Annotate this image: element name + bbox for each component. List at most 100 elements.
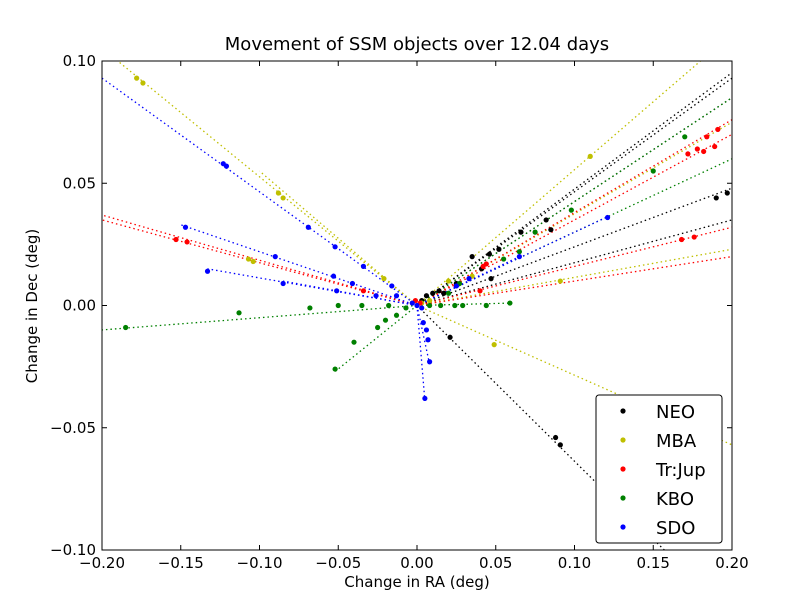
x-tick-label: −0.05	[315, 554, 361, 572]
data-points	[123, 75, 730, 448]
data-point-sdo-7	[280, 280, 286, 287]
data-point-trjup-11	[694, 146, 700, 152]
x-tick-label: −0.10	[237, 554, 283, 572]
y-tick-label: 0.10	[63, 52, 96, 70]
data-point-neo-18	[724, 190, 730, 196]
data-point-sdo-24	[466, 276, 472, 282]
data-point-sdo-1	[223, 163, 230, 169]
data-point-sdo-3	[332, 244, 338, 250]
trajectory-line-sdo-0	[102, 77, 418, 307]
data-point-mba-2	[275, 190, 281, 196]
trajectory-line-kbo-0	[102, 304, 418, 331]
trajectory-line-trjup-5	[416, 255, 732, 307]
data-point-kbo-13	[438, 302, 444, 309]
data-point-trjup-14	[712, 143, 718, 150]
data-point-kbo-18	[501, 256, 507, 262]
x-axis-label: Change in RA (deg)	[344, 573, 489, 591]
data-point-sdo-5	[204, 268, 211, 274]
data-point-trjup-15	[715, 126, 721, 133]
data-point-kbo-14	[452, 302, 458, 309]
data-point-trjup-12	[701, 148, 707, 155]
y-tick-label: −0.05	[50, 419, 96, 437]
trajectory-line-neo-3	[416, 187, 732, 307]
data-point-neo-16	[557, 442, 563, 448]
trajectory-line-sdo-4	[416, 305, 431, 365]
data-point-sdo-10	[349, 280, 356, 287]
data-point-sdo-23	[453, 283, 459, 289]
data-point-trjup-0	[173, 236, 179, 243]
x-tick-label: −0.20	[79, 554, 125, 572]
data-point-mba-4	[245, 256, 252, 262]
data-point-kbo-19	[516, 249, 522, 255]
data-point-sdo-20	[425, 337, 431, 343]
trajectory-line-sdo-3	[283, 280, 418, 307]
data-point-sdo-4	[182, 224, 189, 230]
data-point-kbo-21	[568, 207, 574, 213]
data-point-sdo-19	[423, 327, 430, 333]
data-point-neo-11	[496, 246, 502, 252]
data-point-neo-2	[430, 290, 436, 296]
trajectory-line-neo-1	[416, 77, 732, 307]
trajectory-line-neo-0	[416, 71, 732, 307]
data-point-sdo-15	[409, 300, 415, 306]
data-point-trjup-6	[483, 261, 489, 267]
data-point-trjup-1	[184, 239, 190, 245]
data-point-mba-1	[140, 80, 146, 86]
data-point-kbo-0	[123, 324, 129, 331]
data-point-neo-3	[436, 288, 442, 294]
data-point-kbo-3	[335, 302, 341, 309]
data-point-neo-15	[553, 434, 559, 441]
legend-label-sdo: SDO	[656, 518, 695, 539]
data-point-sdo-8	[330, 273, 337, 279]
data-point-neo-6	[447, 334, 453, 340]
data-point-trjup-10	[685, 151, 691, 157]
legend-label-trjup: Tr:Jup	[655, 460, 706, 481]
data-point-sdo-16	[414, 302, 420, 309]
data-point-mba-9	[427, 298, 433, 304]
data-point-sdo-21	[427, 359, 433, 365]
axis-ticks: −0.20 −0.15 −0.10 −0.05 0.00 0.05 0.10 0.15 0.20…	[50, 52, 749, 572]
legend-marker-trjup	[620, 466, 626, 472]
data-point-sdo-12	[373, 293, 379, 299]
data-point-trjup-13	[704, 134, 710, 140]
data-point-mba-5	[250, 258, 256, 265]
legend-label-mba: MBA	[656, 431, 697, 452]
chart-title: Movement of SSM objects over 12.04 days	[225, 34, 609, 55]
legend-marker-sdo	[620, 524, 626, 530]
legend-box	[595, 394, 723, 544]
legend-marker-kbo	[620, 495, 626, 501]
data-point-sdo-14	[393, 293, 400, 299]
data-point-sdo-18	[420, 320, 426, 326]
data-point-kbo-11	[403, 305, 409, 311]
data-point-kbo-5	[386, 302, 392, 309]
trajectory-line-mba-4	[416, 248, 732, 307]
data-point-kbo-22	[650, 168, 656, 174]
data-point-mba-14	[587, 153, 593, 159]
data-point-neo-1	[423, 293, 430, 299]
trajectory-line-neo-5	[416, 219, 732, 307]
plot-area	[102, 61, 732, 550]
legend-marker-neo	[620, 408, 626, 414]
data-point-sdo-25	[516, 254, 522, 260]
y-tick-label: −0.10	[50, 541, 96, 559]
data-point-kbo-7	[332, 366, 338, 372]
y-tick-label: 0.05	[63, 174, 96, 192]
data-point-kbo-10	[393, 312, 400, 318]
data-point-sdo-9	[334, 288, 340, 294]
data-point-kbo-23	[682, 134, 688, 140]
legend-label-kbo: KBO	[656, 489, 694, 510]
data-point-kbo-4	[359, 302, 365, 309]
data-point-trjup-9	[691, 234, 697, 240]
data-point-kbo-6	[351, 339, 357, 345]
data-point-kbo-15	[460, 302, 466, 309]
data-point-sdo-6	[272, 254, 278, 260]
y-axis-label: Change in Dec (deg)	[23, 229, 41, 383]
x-tick-label: −0.15	[158, 554, 204, 572]
data-point-sdo-22	[422, 395, 428, 402]
y-tick-label: 0.00	[63, 297, 96, 315]
data-point-sdo-2	[305, 224, 311, 230]
data-point-mba-13	[557, 278, 563, 284]
x-tick-label: 0.00	[400, 554, 433, 572]
data-point-mba-6	[381, 276, 387, 282]
